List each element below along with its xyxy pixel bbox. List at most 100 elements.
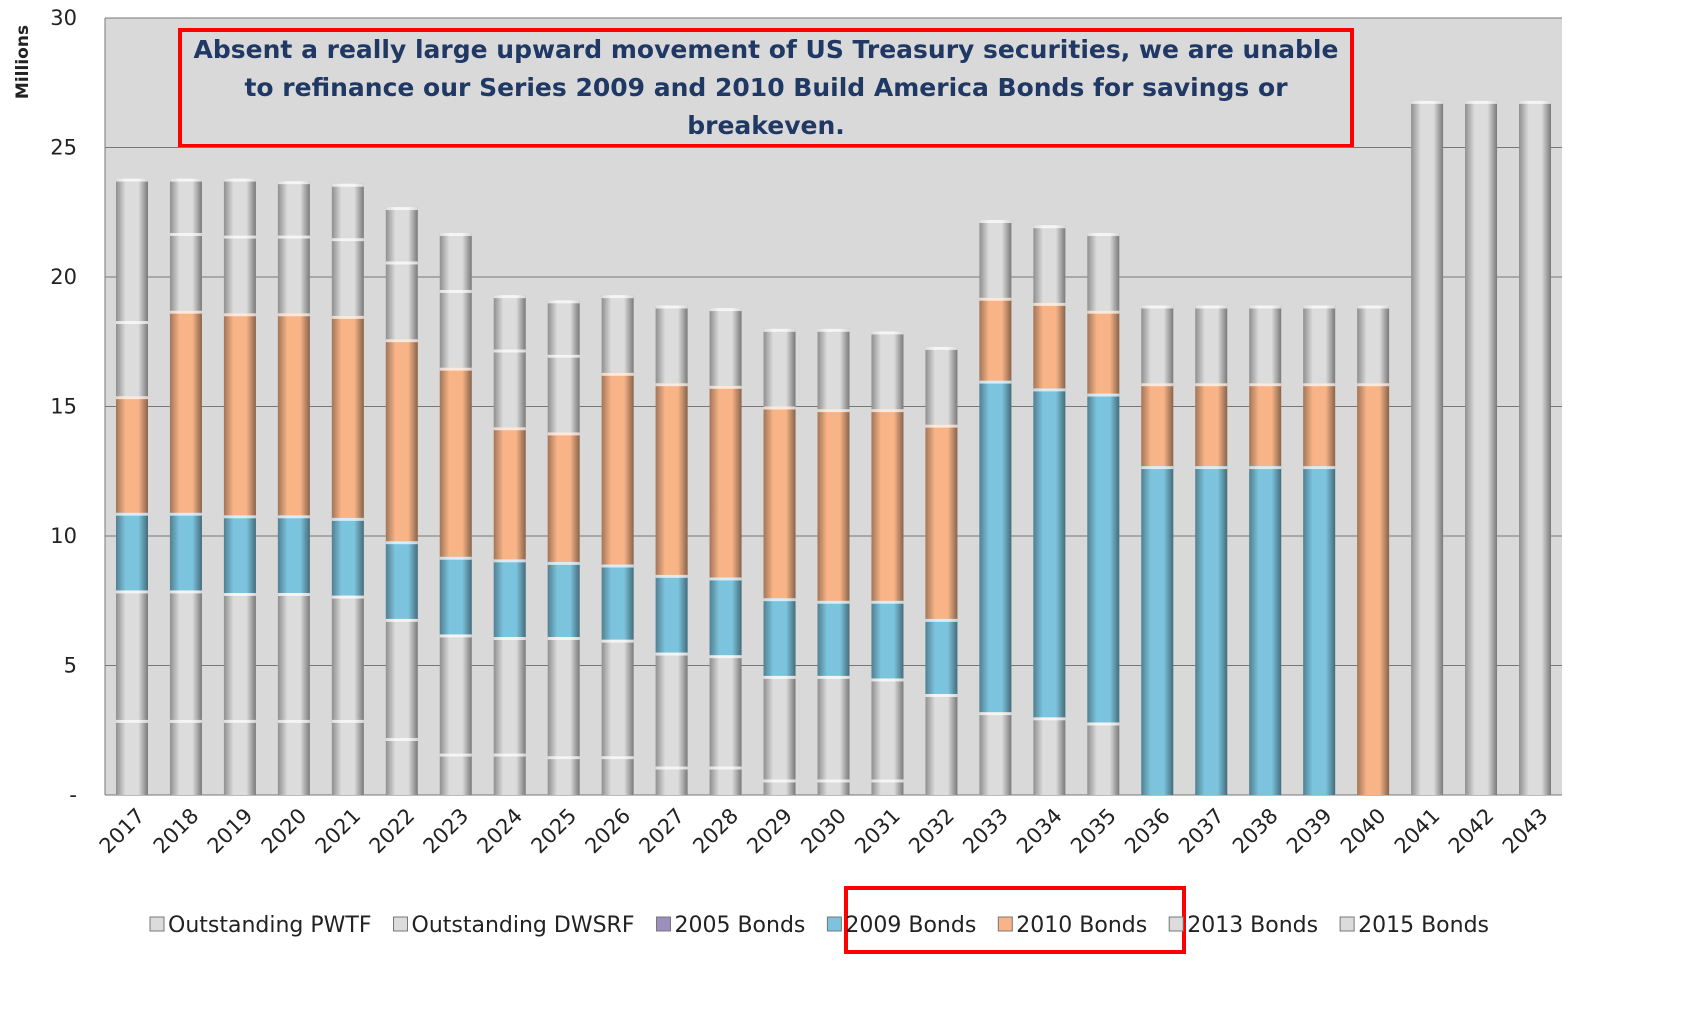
bar-segment: [547, 561, 580, 638]
bar-segment: [601, 756, 634, 795]
bar-cap: [655, 766, 688, 770]
x-tick-label: 2031: [850, 804, 905, 859]
bar-segment: [1141, 466, 1174, 795]
bar-cap: [223, 592, 256, 596]
bar-cap: [385, 738, 418, 742]
bar-cap: [385, 261, 418, 265]
bar-segment: [709, 385, 742, 578]
bar-segment: [169, 512, 202, 591]
bar-cap: [331, 183, 364, 187]
bar-shade: [223, 178, 256, 236]
bar-shade: [1087, 722, 1120, 795]
bar-shade: [871, 409, 904, 601]
bar-segment: [655, 574, 688, 653]
legend-swatch: [1168, 916, 1184, 932]
bar-segment: [385, 738, 418, 795]
bar-shade: [277, 515, 310, 593]
x-tick-label: 2038: [1228, 804, 1283, 859]
bar-shade: [277, 313, 310, 516]
bar-shade: [547, 432, 580, 562]
bar-shade: [385, 618, 418, 739]
bar-cap: [709, 308, 742, 312]
bar-cap: [1087, 310, 1120, 314]
x-tick-label: 2035: [1066, 804, 1121, 859]
bar-segment: [817, 600, 850, 676]
legend-label: Outstanding DWSRF: [412, 913, 635, 938]
bar-shade: [763, 406, 796, 599]
bar-segment: [763, 328, 796, 407]
bar-cap: [871, 409, 904, 413]
bar-cap: [115, 178, 148, 182]
bar-segment: [709, 308, 742, 386]
bar-shade: [277, 235, 310, 314]
bar-segment: [1087, 722, 1120, 795]
bar-shade: [1303, 305, 1336, 384]
bar-segment: [547, 756, 580, 795]
x-tick-label: 2028: [688, 804, 743, 859]
bar-shade: [1465, 100, 1498, 795]
bar-cap: [115, 396, 148, 400]
bar-shade: [817, 675, 850, 780]
bar-shade: [709, 308, 742, 386]
bar-cap: [277, 313, 310, 317]
bar-shade: [169, 512, 202, 591]
bar-shade: [277, 592, 310, 720]
bar-shade: [439, 289, 472, 368]
bar-segment: [925, 618, 958, 694]
bar-shade: [655, 652, 688, 767]
bar-segment: [1033, 302, 1066, 389]
bar-shade: [1195, 305, 1228, 384]
x-tick-label: 2019: [203, 804, 258, 859]
bar-cap: [169, 719, 202, 723]
bar-shade: [1087, 232, 1120, 311]
bar-segment: [493, 753, 526, 795]
bar-shade: [709, 766, 742, 795]
bar-cap: [547, 432, 580, 436]
bar-shade: [331, 517, 364, 596]
bar-cap: [1087, 722, 1120, 726]
x-tick-label: 2037: [1174, 804, 1229, 859]
x-tick-label: 2040: [1336, 804, 1391, 859]
bar-shade: [223, 515, 256, 593]
bar-segment: [871, 331, 904, 410]
x-tick-label: 2041: [1390, 804, 1445, 859]
bar-shade: [331, 719, 364, 795]
legend-label: 2010 Bonds: [1016, 913, 1147, 938]
bar-shade: [169, 590, 202, 720]
bar-segment: [223, 178, 256, 236]
bar-shade: [439, 753, 472, 795]
bar-cap: [1465, 100, 1498, 104]
bar-cap: [277, 515, 310, 519]
bar-shade: [1357, 305, 1390, 384]
bar-shade: [1249, 383, 1282, 467]
bar-cap: [601, 756, 634, 760]
bar-shade: [493, 753, 526, 795]
y-tick-label: -: [69, 783, 77, 807]
bar-segment: [979, 380, 1012, 713]
bar-segment: [601, 564, 634, 640]
bar-segment: [385, 541, 418, 619]
bar-segment: [709, 655, 742, 767]
bar-segment: [871, 409, 904, 601]
bar-cap: [169, 232, 202, 236]
bar-segment: [115, 590, 148, 720]
bar-cap: [925, 618, 958, 622]
bar-cap: [1249, 466, 1282, 470]
bar-cap: [1087, 393, 1120, 397]
bar-shade: [439, 634, 472, 754]
y-tick-label: 15: [50, 395, 77, 419]
bar-shade: [709, 385, 742, 578]
bar-segment: [115, 719, 148, 795]
bar-segment: [1033, 717, 1066, 795]
bar-segment: [1303, 305, 1336, 384]
bar-segment: [223, 235, 256, 314]
y-tick-label: 25: [50, 136, 77, 160]
bar-segment: [493, 427, 526, 560]
bar-cap: [1195, 383, 1228, 387]
bar-shade: [1087, 310, 1120, 394]
bar-shade: [385, 207, 418, 262]
bar-cap: [1087, 232, 1120, 236]
bar-cap: [601, 564, 634, 568]
bar-segment: [115, 321, 148, 397]
bar-shade: [925, 424, 958, 619]
